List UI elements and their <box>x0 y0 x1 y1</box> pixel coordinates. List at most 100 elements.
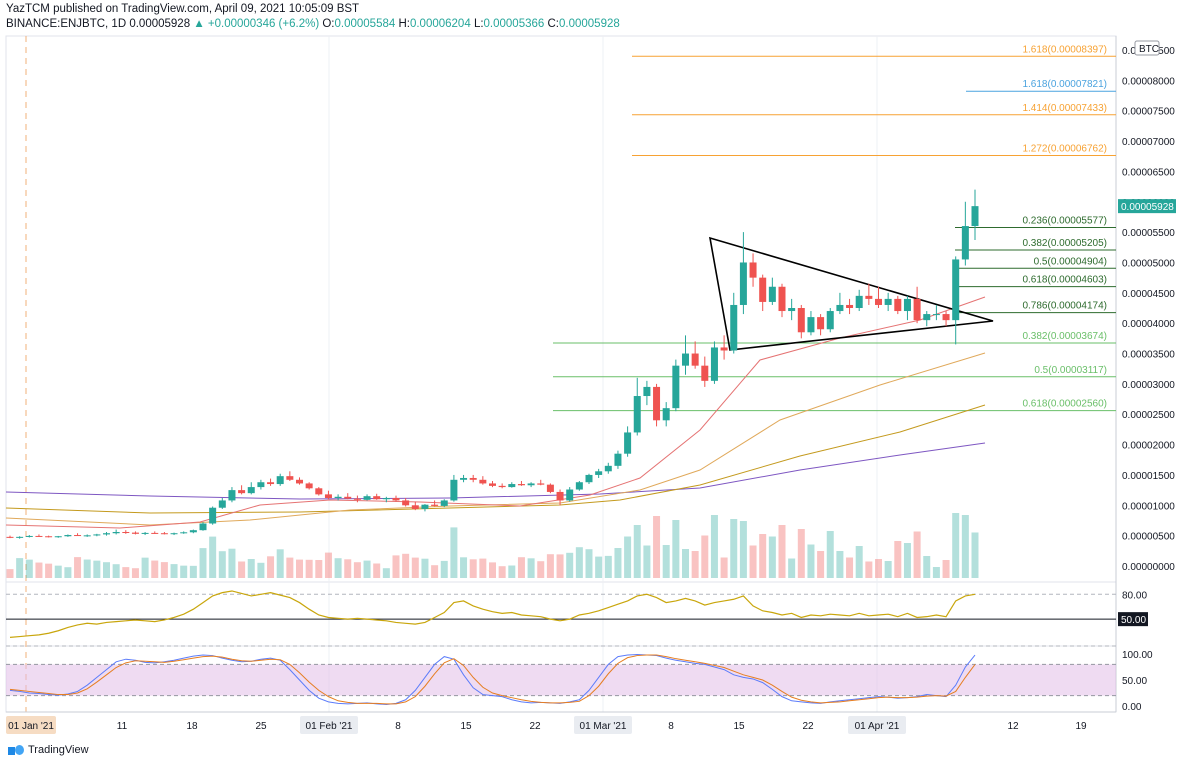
ohlc-row: BINANCE:ENJBTC, 1D 0.00005928 ▲ +0.00000… <box>6 17 620 32</box>
time-tick-label: 22 <box>802 721 814 732</box>
candle-body <box>778 286 786 312</box>
volume-bar <box>267 556 275 578</box>
volume-bar <box>585 549 593 578</box>
volume-bar <box>739 521 747 578</box>
volume-bar <box>112 564 120 578</box>
volume-bar <box>720 557 728 578</box>
volume-bar <box>662 545 670 578</box>
volume-bar <box>643 545 651 578</box>
candle-body <box>932 314 940 316</box>
candle-body <box>411 505 419 509</box>
price-tick-label: 0.00003000 <box>1122 380 1175 391</box>
candle-body <box>228 490 236 501</box>
volume-bar <box>35 562 43 578</box>
volume-bar <box>54 565 62 578</box>
volume-bar <box>131 568 139 578</box>
volume-bar <box>431 565 439 578</box>
volume-bar <box>884 561 892 578</box>
volume-bar <box>517 557 525 578</box>
candle-body <box>489 483 496 486</box>
ma-20-line <box>5 296 986 529</box>
candle-body <box>296 479 303 484</box>
volume-bar <box>421 558 429 578</box>
candle-body <box>122 532 130 534</box>
volume-bar <box>218 551 226 578</box>
candle-body <box>585 474 593 483</box>
candle-body <box>759 277 767 302</box>
fib-level-label: 1.618(0.00007821) <box>1022 79 1107 90</box>
time-tick-label: 15 <box>733 721 745 732</box>
chart-canvas[interactable]: 0.000085000.000080000.000075000.00007000… <box>0 0 1186 744</box>
candle-body <box>54 536 62 538</box>
price-tick-label: 0.00002500 <box>1122 410 1175 421</box>
time-tick-label: 01 Mar '21 <box>580 721 627 732</box>
candle-body <box>643 386 651 397</box>
candle-body <box>315 488 323 495</box>
volume-bar <box>479 558 487 578</box>
volume-bar <box>546 554 554 578</box>
volume-bar <box>923 556 931 578</box>
volume-bar <box>788 558 796 578</box>
volume-bar <box>768 536 776 578</box>
time-tick-label: 19 <box>1075 721 1087 732</box>
candle-body <box>267 482 275 485</box>
volume-bar <box>93 560 101 578</box>
price-tick-label: 0.00004000 <box>1122 319 1175 330</box>
candle-body <box>199 523 207 531</box>
time-tick-label: 15 <box>460 721 472 732</box>
volume-bar <box>508 565 516 578</box>
volume-bar <box>604 555 612 578</box>
volume-bar <box>189 565 197 578</box>
volume-bar <box>595 556 603 578</box>
volume-bar <box>556 554 564 578</box>
candle-body <box>479 479 487 484</box>
candle-body <box>566 489 574 501</box>
candle-body <box>691 353 699 366</box>
candle-body <box>74 535 82 537</box>
fib-level-label: 0.236(0.00005577) <box>1022 215 1107 226</box>
volume-bar <box>489 562 496 578</box>
volume-bar <box>257 562 265 578</box>
volume-bar <box>305 559 313 578</box>
candle-body <box>817 317 825 330</box>
rsi-mid-tag <box>1118 612 1148 627</box>
candle-body <box>662 408 670 421</box>
volume-bar <box>209 536 217 578</box>
last-price-tag <box>1118 199 1176 214</box>
volume-bar <box>363 560 371 578</box>
candle-body <box>894 298 902 312</box>
stoch-band <box>6 664 1116 696</box>
candle-body <box>807 317 815 333</box>
volume-bar <box>228 548 236 578</box>
candle-body <box>353 498 361 500</box>
volume-bar <box>247 559 255 578</box>
volume-bar <box>575 547 583 578</box>
candle-body <box>209 507 217 524</box>
candle-body <box>884 298 892 305</box>
currency-badge <box>1134 40 1160 56</box>
tradingview-logo-icon <box>8 745 24 755</box>
candle-body <box>498 485 506 488</box>
volume-bar <box>894 541 902 578</box>
volume-bar <box>826 531 834 578</box>
volume-bar <box>730 519 738 578</box>
candle-body <box>865 295 873 299</box>
close-value: 0.00005928 <box>559 18 620 30</box>
open-label: O: <box>322 18 335 30</box>
price-tick-label: 0.00000500 <box>1122 532 1175 543</box>
candle-body <box>797 308 805 333</box>
candle-body <box>286 476 294 480</box>
volume-bar <box>373 563 381 578</box>
candle-body <box>546 484 554 492</box>
fib-level-label: 1.618(0.00008397) <box>1022 44 1107 55</box>
volume-bar <box>653 516 661 578</box>
candle-body <box>218 500 226 508</box>
chart-header: YazTCM published on TradingView.com, Apr… <box>6 2 620 32</box>
tradingview-logo[interactable]: TradingView <box>8 744 89 756</box>
candle-body <box>614 453 622 466</box>
fib-level-label: 0.382(0.00003674) <box>1022 331 1107 342</box>
fib-level-label: 0.5(0.00004904) <box>1034 256 1107 267</box>
open-value: 0.00005584 <box>334 18 396 30</box>
candle-body <box>247 487 255 494</box>
publish-info: YazTCM published on TradingView.com, Apr… <box>6 3 360 15</box>
